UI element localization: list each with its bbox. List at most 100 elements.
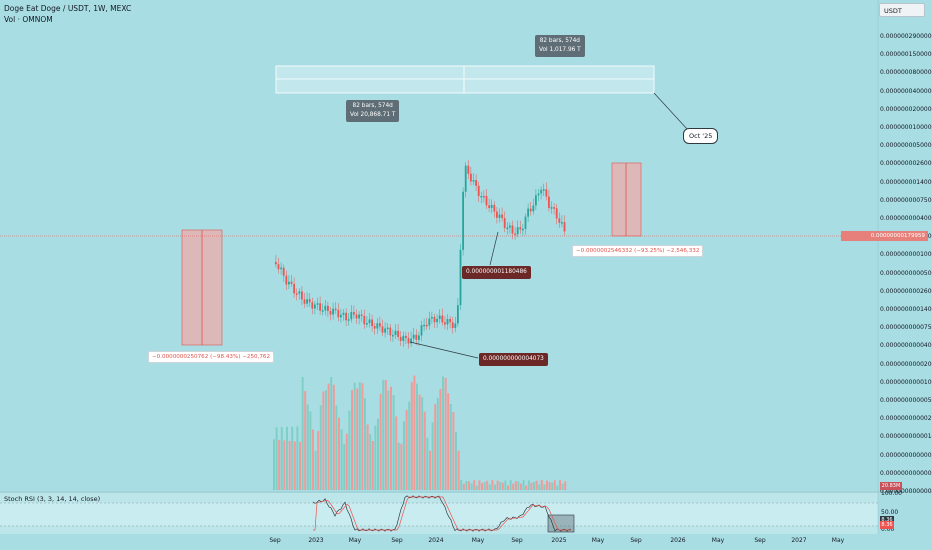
stoch-axis-0: 0.00 <box>881 526 895 533</box>
volume-bar <box>275 427 278 490</box>
volume-bar <box>338 417 340 490</box>
candle-body <box>488 205 490 208</box>
volume-bar <box>504 480 507 490</box>
time-axis-label: May <box>831 537 845 544</box>
stoch-axis-50: 50.00 <box>881 509 899 516</box>
time-axis-label: 2023 <box>308 537 324 544</box>
oct-25-callout[interactable]: Oct '25 <box>683 128 719 144</box>
stoch-rsi-title[interactable]: Stoch RSI (3, 3, 14, 14, close) <box>4 495 101 503</box>
range-bottom-volume: Vol 20,868.71 T <box>350 112 396 118</box>
candle-body <box>493 204 496 212</box>
volume-bar <box>317 431 320 490</box>
price-axis-label: 0.00000000140000 <box>880 178 932 186</box>
volume-bar <box>473 480 476 490</box>
candle-body <box>446 319 449 325</box>
candle-body <box>501 214 503 219</box>
volume-bar <box>530 482 533 490</box>
candle-body <box>334 308 337 311</box>
volume-bar <box>517 481 520 490</box>
volume-bar <box>299 441 301 490</box>
candle-body <box>280 267 282 270</box>
price-candles <box>275 160 566 349</box>
volume-bar <box>449 403 452 490</box>
volume-bar <box>429 450 431 490</box>
candle-body <box>561 222 563 224</box>
candle-body <box>550 207 553 209</box>
price-axis-label: 0.00000000000260 <box>880 415 932 423</box>
volume-bar <box>340 429 343 490</box>
volume-bar <box>447 393 450 490</box>
candle-body <box>366 323 368 325</box>
price-measure-left[interactable] <box>181 229 223 346</box>
candle-body <box>548 196 550 208</box>
candle-body <box>485 195 488 206</box>
candle-body <box>477 185 480 197</box>
candle-body <box>428 318 431 326</box>
price-axis-label: 0.00000000014000 <box>880 306 932 313</box>
volume-bar <box>319 405 322 490</box>
time-axis-label: Sep <box>630 537 642 544</box>
candle-body <box>509 225 511 228</box>
volume-bar <box>564 481 567 490</box>
stoch-band <box>0 503 878 526</box>
candle-body <box>425 324 428 327</box>
candle-body <box>431 316 433 319</box>
candle-body <box>527 208 529 217</box>
stoch-d-line <box>313 496 571 531</box>
volume-bar <box>436 398 439 490</box>
candle-body <box>384 328 386 333</box>
price-measure-right[interactable] <box>611 162 642 237</box>
candle-body <box>288 281 290 285</box>
candle-body <box>506 227 509 230</box>
volume-bar <box>465 481 468 490</box>
candle-body <box>350 312 353 320</box>
pivot-price-label[interactable]: 0.000000001180486 <box>462 266 531 279</box>
range-top-label[interactable]: 82 bars, 574d Vol 1,017.96 T <box>535 35 585 57</box>
stoch-highlight-box[interactable] <box>547 514 575 533</box>
low-price-label[interactable]: 0.000000000004073 <box>479 353 548 366</box>
pivot-arrow <box>489 231 499 266</box>
price-axis-label: 0.00000029000000 <box>880 33 932 40</box>
volume-bar <box>468 481 470 490</box>
volume-bar <box>462 483 465 490</box>
candle-body <box>397 330 399 337</box>
candle-body <box>394 330 397 335</box>
volume-bar <box>496 480 499 490</box>
candle-body <box>373 326 376 329</box>
price-axis-label: 0.00000000026000 <box>880 287 932 295</box>
candle-body <box>462 191 464 250</box>
volume-bar <box>522 480 525 490</box>
volume-bar <box>343 443 346 490</box>
volume-bar <box>304 391 307 490</box>
volume-bar <box>551 482 554 490</box>
volume-bar <box>442 376 444 490</box>
volume-bar <box>488 484 491 490</box>
volume-bar <box>543 484 546 490</box>
candle-body <box>353 312 355 315</box>
candle-body <box>420 325 423 336</box>
symbol-title[interactable]: Doge Eat Doge / USDT, 1W, MEXC <box>4 4 132 13</box>
candle-body <box>436 318 438 323</box>
volume-bar <box>348 410 351 490</box>
candle-body <box>522 228 524 231</box>
volume-bar <box>358 382 361 490</box>
price-axis-label: 0.00000000000039 <box>880 469 932 477</box>
currency-selector[interactable]: USDT <box>879 3 925 17</box>
volume-bar <box>325 390 327 490</box>
volume-histogram <box>273 375 567 490</box>
date-range-measure[interactable] <box>275 65 655 94</box>
price-axis-label: 0.00000000002000 <box>880 360 932 368</box>
volume-indicator-title[interactable]: Vol · OMNOM <box>4 15 53 24</box>
candle-body <box>358 314 360 319</box>
candle-body <box>483 195 485 198</box>
candle-body <box>480 195 483 198</box>
candle-body <box>490 204 493 208</box>
candle-body <box>311 302 314 309</box>
candle-body <box>415 334 418 340</box>
candle-body <box>340 314 342 318</box>
range-bottom-label[interactable]: 82 bars, 574d Vol 20,868.71 T <box>346 100 400 122</box>
volume-bar <box>322 391 325 490</box>
range-top-bars: 82 bars, 574d <box>539 38 580 44</box>
volume-bar <box>434 404 437 490</box>
